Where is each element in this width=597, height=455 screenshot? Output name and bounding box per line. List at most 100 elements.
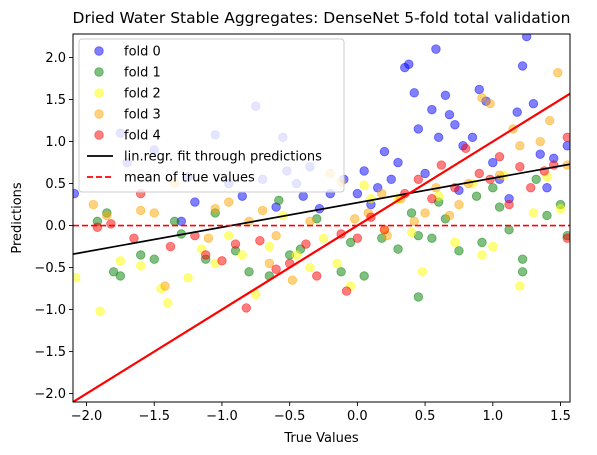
chart-title: Dried Water Stable Aggregates: DenseNet … [73, 9, 571, 27]
data-point [336, 267, 346, 277]
x-tick-label: −2.0 [71, 409, 103, 424]
data-point [264, 241, 275, 252]
data-point [257, 205, 268, 216]
data-point [377, 188, 387, 199]
legend-marker [94, 46, 104, 56]
data-point [488, 241, 498, 252]
x-tick-label: −1.5 [138, 409, 170, 424]
legend-marker [94, 67, 104, 77]
data-point [409, 216, 419, 227]
legend-item: fold 2 [94, 87, 161, 102]
data-point [562, 132, 570, 143]
data-point [531, 174, 541, 185]
data-point [291, 250, 302, 260]
y-tick-label: −1.0 [34, 303, 66, 318]
legend-item: mean of true values [87, 171, 255, 186]
data-point [136, 205, 146, 216]
data-point [504, 199, 514, 210]
data-point [183, 272, 193, 283]
data-point [73, 272, 81, 283]
data-point [136, 250, 146, 260]
data-point [521, 34, 532, 42]
data-point [95, 306, 105, 316]
data-point [515, 141, 525, 151]
x-axis: −2.0 −1.5 −1.0 −0.5 0.0 0.5 1.0 1.5 [71, 402, 571, 424]
data-point [210, 204, 220, 214]
data-point [88, 199, 99, 210]
legend-item: fold 0 [94, 45, 161, 60]
data-point [318, 233, 329, 243]
data-point [477, 93, 487, 103]
data-point [474, 168, 484, 179]
plot-contents [73, 34, 570, 402]
data-point [393, 244, 403, 254]
x-tick-label: −1.0 [206, 409, 238, 424]
data-point [136, 261, 146, 271]
data-point [190, 197, 200, 207]
data-point [420, 208, 430, 218]
data-point [312, 271, 322, 281]
y-tick-label: 1.5 [45, 93, 66, 108]
data-point [298, 191, 308, 201]
y-axis-label: Predictions [10, 182, 25, 254]
data-point [115, 256, 126, 266]
data-point [555, 204, 566, 214]
data-point [129, 233, 139, 243]
data-point [535, 149, 545, 159]
data-point [433, 132, 444, 143]
data-point [542, 183, 552, 193]
data-point [149, 208, 159, 218]
y-tick-label: −1.5 [34, 345, 66, 360]
data-point [517, 61, 528, 71]
data-point [332, 258, 342, 269]
legend-marker [94, 109, 104, 119]
data-point [359, 271, 369, 281]
data-point [512, 107, 522, 117]
data-point [517, 267, 528, 277]
data-point [241, 303, 252, 313]
plot-area [72, 33, 571, 403]
legend-label: fold 4 [124, 129, 161, 144]
data-point [287, 275, 298, 285]
x-tick-label: 1.0 [482, 409, 503, 424]
data-point [515, 162, 525, 172]
data-point [271, 264, 281, 274]
y-tick-label: 0.0 [45, 219, 66, 234]
y-tick-label: 2.0 [45, 51, 66, 66]
data-point [73, 188, 80, 199]
data-point [420, 168, 430, 179]
data-point [427, 233, 437, 243]
lin-regr-fit-through-predictions-line [73, 163, 570, 255]
series-fold-2 [73, 170, 566, 316]
y-tick-label: 0.5 [45, 177, 66, 192]
data-point [237, 191, 247, 201]
legend-item: fold 3 [94, 108, 161, 123]
data-point [413, 292, 424, 302]
data-point [427, 104, 437, 115]
data-point [427, 193, 437, 204]
data-point [535, 136, 545, 147]
data-point [230, 239, 241, 249]
data-point [526, 183, 536, 193]
data-point [477, 237, 487, 248]
data-point [431, 44, 441, 54]
data-point [553, 67, 563, 78]
data-point [251, 289, 261, 300]
legend-item: lin.regr. fit through predictions [87, 150, 322, 165]
data-point [217, 256, 227, 266]
legend-label: mean of true values [124, 171, 255, 186]
data-point [341, 286, 352, 296]
data-point [406, 227, 417, 237]
data-point [359, 166, 369, 176]
legend-box [78, 38, 345, 193]
data-point [359, 180, 369, 190]
data-point [165, 241, 176, 252]
data-point [203, 233, 214, 243]
legend-label: fold 2 [124, 87, 161, 102]
data-point [237, 250, 247, 260]
x-axis-label: True Values [283, 431, 358, 446]
data-point [352, 188, 363, 199]
data-point [244, 267, 254, 277]
data-point [467, 132, 478, 143]
